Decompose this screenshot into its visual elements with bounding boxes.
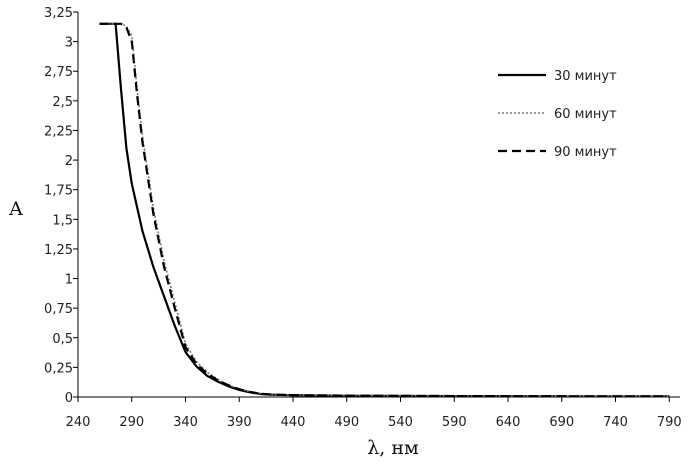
y-tick-label: 2,5 <box>52 95 73 110</box>
legend-label-2: 60 минут <box>554 107 617 122</box>
series-line-3 <box>99 22 670 398</box>
y-tick-label: 0 <box>65 391 73 406</box>
x-tick-label: 490 <box>334 415 359 430</box>
x-tick-label: 590 <box>442 415 467 430</box>
series-line-1 <box>99 22 670 398</box>
x-tick-label: 690 <box>549 415 574 430</box>
legend: 30 минут 60 минут 90 минут <box>498 69 617 160</box>
y-tick-label: 1,5 <box>52 213 73 228</box>
y-tick-label: 1 <box>65 273 73 288</box>
legend-label-1: 30 минут <box>554 69 617 84</box>
x-tick-label: 340 <box>173 415 198 430</box>
y-tick-label: 0,5 <box>52 332 73 347</box>
x-axis-ticks: 240 290 340 390 440 490 540 590 640 690 740 790 <box>66 397 682 430</box>
y-axis-ticks: 0 0,25 0,5 0,75 1 1,25 1,5 1,75 2 2,25 2,5 2,75 3 3,2… <box>44 6 78 406</box>
y-tick-label: 1,25 <box>44 243 73 258</box>
y-tick-label: 2,75 <box>44 65 73 80</box>
y-tick-label: 3,25 <box>44 6 73 21</box>
y-tick-label: 0,75 <box>44 302 73 317</box>
y-tick-label: 2 <box>65 154 73 169</box>
series-lines <box>99 22 670 398</box>
x-tick-label: 240 <box>66 415 91 430</box>
x-tick-label: 640 <box>496 415 521 430</box>
x-tick-label: 390 <box>227 415 252 430</box>
y-axis-title: A <box>8 198 23 220</box>
x-tick-label: 540 <box>388 415 413 430</box>
legend-label-3: 90 минут <box>554 145 617 160</box>
y-tick-label: 1,75 <box>44 184 73 199</box>
x-tick-label: 440 <box>281 415 306 430</box>
x-tick-label: 740 <box>603 415 628 430</box>
y-tick-label: 0,25 <box>44 361 73 376</box>
y-tick-label: 2,25 <box>44 124 73 139</box>
x-tick-label: 290 <box>119 415 144 430</box>
x-tick-label: 790 <box>657 415 682 430</box>
x-axis-title: λ, нм <box>367 437 419 459</box>
y-tick-label: 3 <box>65 36 73 51</box>
